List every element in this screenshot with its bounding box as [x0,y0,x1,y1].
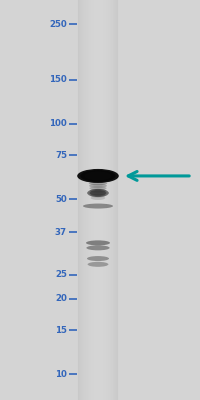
Ellipse shape [87,256,109,261]
Ellipse shape [77,169,119,183]
Ellipse shape [86,240,110,245]
Ellipse shape [88,179,108,183]
Ellipse shape [89,186,107,190]
Ellipse shape [90,189,106,193]
Ellipse shape [87,189,109,197]
Text: 100: 100 [49,120,67,128]
Ellipse shape [89,184,107,188]
Text: 10: 10 [55,370,67,379]
Text: 15: 15 [55,326,67,335]
Text: 20: 20 [55,294,67,304]
Ellipse shape [86,245,110,250]
Bar [78,0,118,400]
Ellipse shape [80,170,116,182]
Ellipse shape [89,181,107,185]
Text: 75: 75 [55,151,67,160]
Text: 250: 250 [49,20,67,29]
Text: 25: 25 [55,270,67,279]
Ellipse shape [90,194,106,198]
Ellipse shape [83,204,113,208]
Text: 50: 50 [55,195,67,204]
Ellipse shape [88,262,108,267]
Ellipse shape [91,196,105,200]
Ellipse shape [84,171,112,180]
Ellipse shape [90,190,106,196]
Text: 150: 150 [49,75,67,84]
Text: 37: 37 [55,228,67,236]
Ellipse shape [90,191,106,195]
